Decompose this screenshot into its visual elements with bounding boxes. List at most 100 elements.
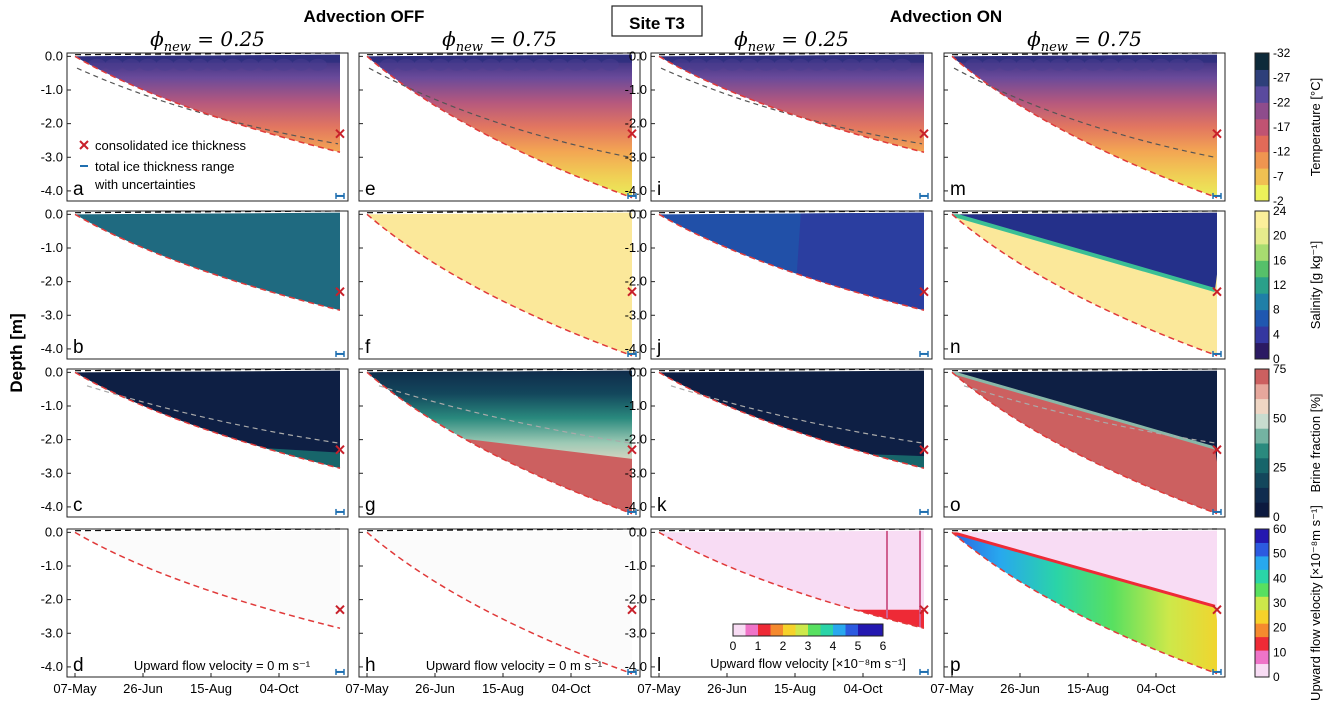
consolidated-ice-marker [1212, 445, 1222, 455]
consolidated-ice-marker [919, 445, 929, 455]
consolidated-ice-marker [335, 129, 345, 139]
y-tick-label: -4.0 [625, 659, 647, 674]
x-tick-label: 26-Jun [707, 681, 747, 696]
panel-d: d 0.0 -1.0 -2.0 -3.0 -4.0 07-May 26-Jun 15-Aug 04… [41, 524, 349, 696]
velocity-zero-text-h: Upward flow velocity = 0 m s⁻¹ [426, 658, 603, 673]
y-tick-label: -3.0 [41, 149, 63, 164]
ice-bottom-line [658, 213, 925, 311]
ice-bottom-line [658, 531, 925, 629]
ice-bottom-line [366, 213, 633, 357]
ice-range-marker [919, 192, 929, 199]
consolidated-ice-marker [627, 605, 637, 615]
ice-bottom-line [74, 531, 341, 629]
x-tick-label: 07-May [930, 681, 974, 696]
y-tick-label: -2.0 [41, 274, 63, 289]
x-tick-label: 07-May [345, 681, 389, 696]
ice-bottom-line [658, 371, 925, 469]
y-tick-label: 0.0 [629, 206, 647, 221]
panel-letter: k [657, 495, 667, 516]
ice-bottom-line [951, 371, 1218, 515]
colorbar-tick: 20 [1273, 621, 1287, 635]
x-tick-label: 26-Jun [415, 681, 455, 696]
inset-colorbar: 0 1 2 3 4 5 6 Upward flow velocity [×10⁻⁸m s⁻¹] [710, 623, 906, 671]
ice-bottom-line [658, 55, 925, 153]
consolidated-ice-marker [627, 445, 637, 455]
group-header-on: Advection ON [890, 7, 1002, 26]
colorbar-tick: 8 [1273, 303, 1280, 317]
inset-colorbar-tick: 0 [730, 639, 737, 653]
panel-letter: b [73, 337, 84, 358]
panel-b: b 0.0 -1.0 -2.0 -3.0 -4.0 [41, 206, 349, 360]
ice-range-marker [919, 350, 929, 357]
group-header-off: Advection OFF [304, 7, 425, 26]
x-tick-label: 15-Aug [482, 681, 524, 696]
panel-letter: l [657, 655, 661, 676]
ice-bottom-line [951, 55, 1218, 199]
panel-h: h 07-May 26-Jun 15-Aug 04-Oct [345, 528, 641, 696]
ice-range-marker [335, 508, 345, 515]
colorbar-tick: 25 [1273, 461, 1287, 475]
x-tick-label: 07-May [53, 681, 97, 696]
inset-colorbar-tick: 3 [805, 639, 812, 653]
y-tick-label: 0.0 [629, 364, 647, 379]
ice-bottom-line [366, 531, 633, 675]
consolidated-ice-marker [1212, 129, 1222, 139]
legend-range: total ice thickness range [95, 159, 234, 174]
x-tick-label: 15-Aug [190, 681, 232, 696]
y-tick-label: -4.0 [625, 499, 647, 514]
consolidated-ice-marker [919, 287, 929, 297]
y-tick-label: -3.0 [625, 465, 647, 480]
colorbar-tick: -32 [1273, 46, 1291, 60]
y-tick-label: -1.0 [41, 558, 63, 573]
colorbar-label: Brine fraction [%] [1308, 394, 1323, 493]
panel-letter: c [73, 495, 83, 516]
panel-letter: h [365, 655, 376, 676]
consolidated-ice-marker [919, 605, 929, 615]
consolidated-ice-marker [627, 129, 637, 139]
legend-uncert: with uncertainties [94, 177, 196, 192]
ice-range-marker [919, 668, 929, 675]
x-tick-label: 04-Oct [1136, 681, 1175, 696]
ice-range-marker [1212, 192, 1222, 199]
panel-i: i 0.0 -1.0 -2.0 -3.0 -4.0 [625, 48, 933, 202]
y-tick-label: 0.0 [45, 364, 63, 379]
ice-range-marker [627, 668, 637, 675]
panel-n: n [943, 210, 1226, 360]
colorbar-tick: 0 [1273, 510, 1280, 524]
colorbar-label: Upward flow velocity [×10⁻⁸m s⁻¹] [1308, 505, 1323, 701]
ice-bottom-line [74, 213, 341, 311]
consolidated-ice-marker [335, 605, 345, 615]
x-tick-label: 15-Aug [1067, 681, 1109, 696]
y-tick-label: -2.0 [625, 592, 647, 607]
inset-colorbar-label: Upward flow velocity [×10⁻⁸m s⁻¹] [710, 656, 906, 671]
colorbar-tick: 10 [1273, 645, 1287, 659]
colorbar-2: 75 50 25 0 Brine fraction [%] [1254, 362, 1323, 524]
panel-l: l0.0-1.0-2.0-3.0-4.007-May 26-Jun 15-Aug 04… [625, 524, 933, 696]
ice-range-marker [335, 192, 345, 199]
consolidated-ice-marker [335, 287, 345, 297]
y-tick-label: -3.0 [41, 625, 63, 640]
colorbar-tick: 75 [1273, 362, 1287, 376]
colorbar-tick: -17 [1273, 120, 1291, 134]
panel-letter: o [950, 495, 961, 516]
panel-letter: e [365, 179, 376, 200]
colorbar-tick: 0 [1273, 352, 1280, 366]
y-tick-label: -4.0 [41, 499, 63, 514]
panel-c: c 0.0 -1.0 -2.0 -3.0 -4.0 [41, 364, 349, 518]
panel-letter: f [365, 337, 371, 358]
panel-g: g [358, 368, 641, 518]
colorbar-tick: 12 [1273, 278, 1287, 292]
colorbar-3: 60 50 40 30 20 10 0 Upward flow velocity [×10⁻⁸… [1254, 505, 1323, 701]
x-tick-label: 04-Oct [259, 681, 298, 696]
colorbar-label: Salinity [g kg⁻¹] [1308, 241, 1323, 330]
panel-p: p 07-May 26-Jun 15-Aug 04-Oct [930, 528, 1226, 696]
legend-consolidated: consolidated ice thickness [95, 138, 247, 153]
column-phi-label: ϕnew = 0.25 [150, 27, 265, 55]
y-tick-label: 0.0 [45, 48, 63, 63]
panel-letter: p [950, 655, 961, 676]
colorbar-tick: 0 [1273, 670, 1280, 684]
ice-bottom-line [951, 213, 1218, 357]
y-tick-label: -1.0 [625, 398, 647, 413]
colorbar-tick: 50 [1273, 411, 1287, 425]
